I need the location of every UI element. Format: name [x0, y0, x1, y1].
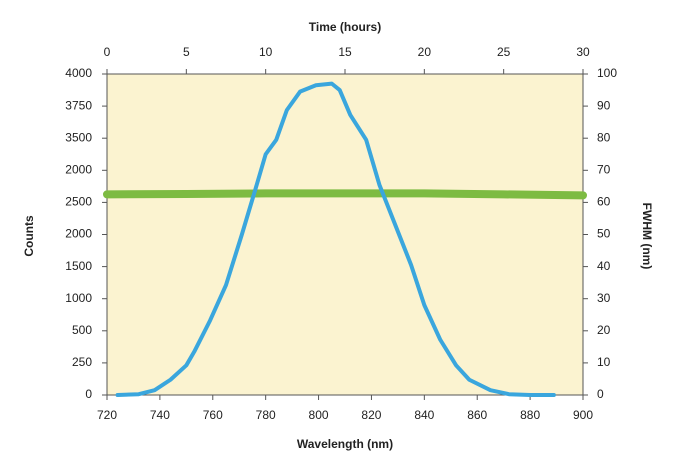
y-tick-label: 3500 — [65, 130, 92, 144]
x2-tick-label: 15 — [338, 45, 352, 59]
y-tick-label: 2500 — [65, 195, 92, 209]
x2-tick-label: 25 — [497, 45, 511, 59]
y2-tick-label: 40 — [597, 259, 611, 273]
x-tick-label: 760 — [203, 408, 223, 422]
y2-tick-label: 60 — [597, 195, 611, 209]
y2-tick-label: 80 — [597, 130, 611, 144]
y-tick-label: 4000 — [65, 66, 92, 80]
y2-tick-label: 10 — [597, 355, 611, 369]
x2-axis-label: Time (hours) — [309, 20, 381, 34]
x-tick-label: 720 — [97, 408, 117, 422]
y-tick-label: 1500 — [65, 259, 92, 273]
y-tick-label: 3750 — [65, 98, 92, 112]
y-axis-label: Counts — [22, 215, 36, 257]
x-tick-label: 880 — [520, 408, 540, 422]
x-tick-label: 860 — [467, 408, 487, 422]
x-tick-label: 900 — [573, 408, 593, 422]
y-tick-label: 2000 — [65, 162, 92, 176]
plot-area — [106, 73, 584, 396]
x2-tick-label: 20 — [418, 45, 432, 59]
data-line — [115, 81, 556, 397]
y2-tick-label: 50 — [597, 227, 611, 241]
x-tick-label: 820 — [361, 408, 381, 422]
y2-tick-label: 30 — [597, 291, 611, 305]
y2-tick-label: 70 — [597, 162, 611, 176]
y-tick-label: 250 — [72, 355, 92, 369]
y-tick-label: 1000 — [65, 291, 92, 305]
x-tick-label: 800 — [309, 408, 329, 422]
y-tick-label: 2000 — [65, 227, 92, 241]
x-tick-label: 780 — [256, 408, 276, 422]
y2-tick-label: 20 — [597, 323, 611, 337]
y-tick-label: 0 — [85, 387, 92, 401]
x2-tick-label: 0 — [104, 45, 111, 59]
y2-tick-label: 100 — [597, 66, 617, 80]
x-axis-label: Wavelength (nm) — [297, 437, 393, 451]
x-tick-label: 740 — [150, 408, 170, 422]
y2-axis-label: FWHM (nm) — [640, 203, 654, 270]
x2-tick-label: 10 — [259, 45, 273, 59]
y2-tick-label: 0 — [597, 387, 604, 401]
y-tick-label: 500 — [72, 323, 92, 337]
data-line — [103, 189, 587, 200]
x2-tick-label: 5 — [183, 45, 190, 59]
x2-tick-label: 30 — [576, 45, 590, 59]
y2-tick-label: 90 — [597, 98, 611, 112]
x-tick-label: 840 — [414, 408, 434, 422]
